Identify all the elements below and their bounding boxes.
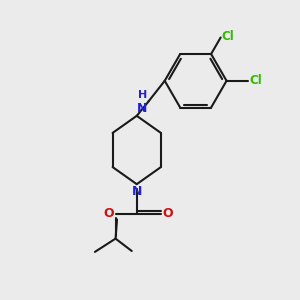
Text: O: O <box>162 207 173 220</box>
Text: H: H <box>138 90 147 100</box>
Text: O: O <box>103 207 114 220</box>
Text: Cl: Cl <box>222 30 235 44</box>
Text: N: N <box>137 102 147 115</box>
Text: N: N <box>132 185 142 198</box>
Text: Cl: Cl <box>249 74 262 87</box>
